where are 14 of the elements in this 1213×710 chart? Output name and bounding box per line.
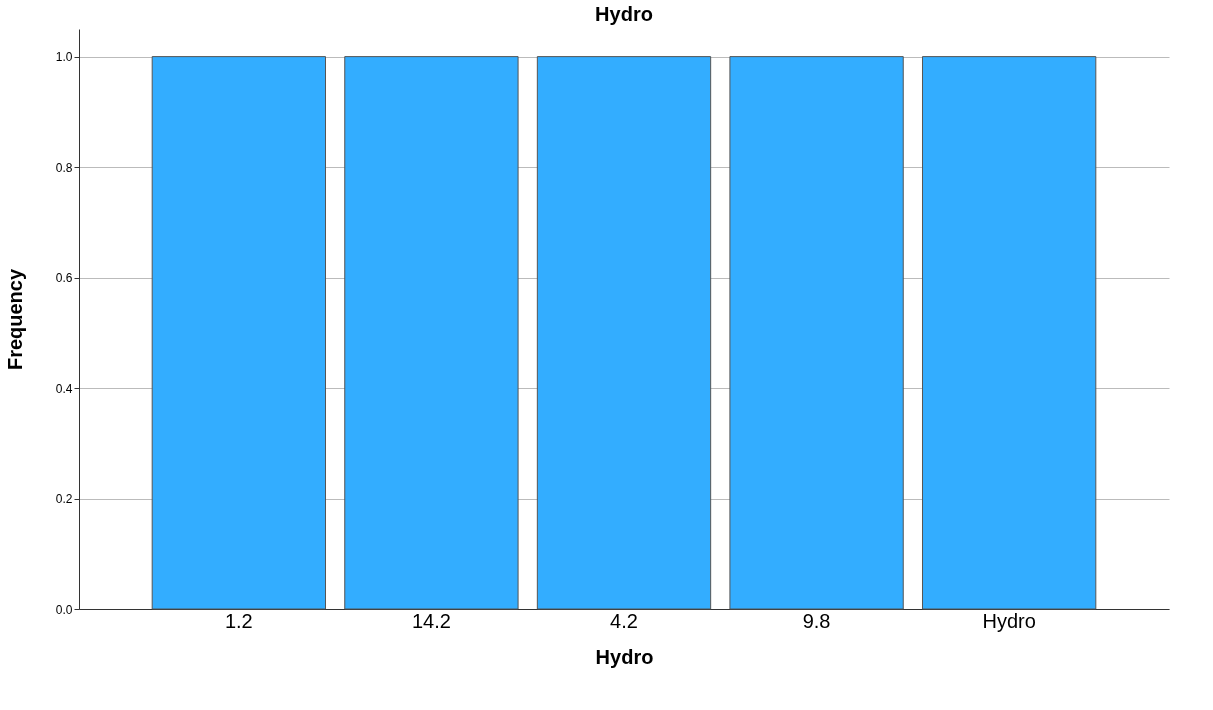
x-tick-label: 9.8 <box>802 609 831 632</box>
y-tick-label: 0.2 <box>55 492 73 507</box>
y-tick-label: 1.0 <box>55 50 73 65</box>
x-tick-label: 14.2 <box>411 609 451 632</box>
chart-title: Hydro <box>595 3 653 25</box>
y-tick-label: 0.4 <box>55 381 73 396</box>
y-tick-label: 0.0 <box>55 602 73 617</box>
x-tick-label: Hydro <box>982 609 1036 632</box>
y-tick-label: 0.8 <box>55 160 73 175</box>
x-axis-title: Hydro <box>595 645 654 668</box>
y-axis-title: Frequency <box>3 268 26 371</box>
x-tick-label: 4.2 <box>610 609 638 632</box>
x-tick-label: 1.2 <box>224 609 253 632</box>
y-tick-label: 0.6 <box>55 271 73 286</box>
